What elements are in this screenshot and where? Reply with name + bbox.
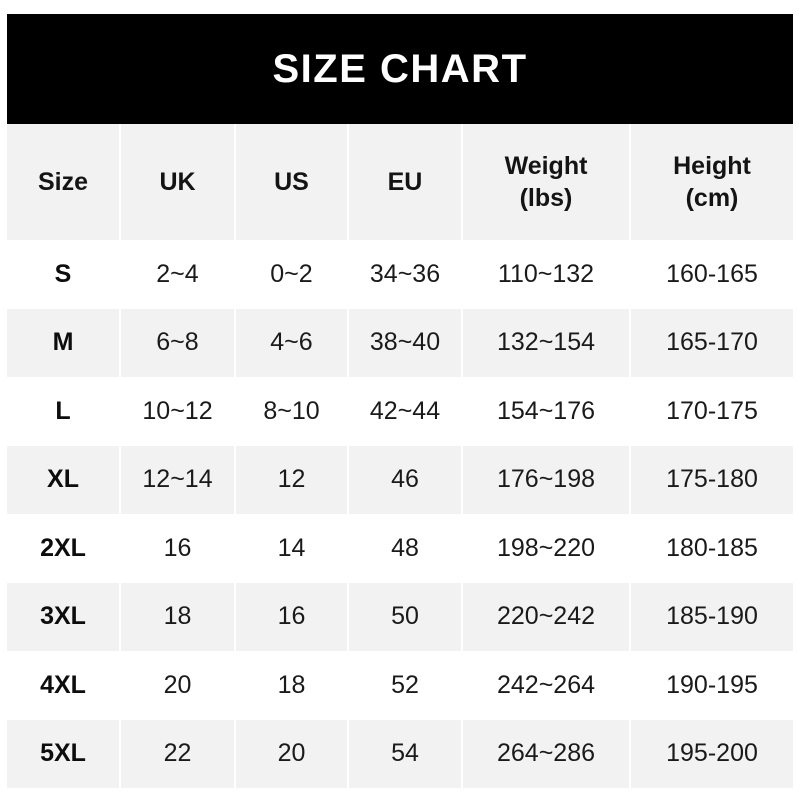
cell-size: L (7, 377, 121, 446)
cell-size: M (7, 308, 121, 377)
cell-height: 190-195 (666, 670, 758, 699)
header-row: Size UK US EU Weight (lbs) Height (cm) (7, 124, 793, 240)
cell-height: 185-190 (666, 602, 758, 631)
cell-weight: 242~264 (462, 651, 631, 720)
cell-weight: 220~242 (462, 582, 631, 651)
cell-eu: 52 (348, 651, 463, 720)
table-row: 2XL 16 14 48 198~220 180-185 (7, 514, 793, 583)
table-row: M 6~8 4~6 38~40 132~154 165-170 (7, 308, 793, 377)
cell-height: 160-165 (666, 259, 758, 288)
column-header-unit: (cm) (685, 184, 739, 212)
cell-uk: 6~8 (120, 308, 236, 377)
cell-eu: 38~40 (348, 308, 463, 377)
cell-height: 165-170 (666, 328, 758, 357)
cell-height: 180-185 (666, 533, 758, 562)
table-row: S 2~4 0~2 34~36 110~132 160-165 (7, 240, 793, 309)
cell-size: 3XL (7, 582, 121, 651)
cell-uk: 12~14 (120, 445, 236, 514)
cell-us: 12 (235, 445, 349, 514)
column-header-size: Size (7, 124, 121, 240)
cell-size: XL (7, 445, 121, 514)
cell-eu: 54 (348, 719, 463, 788)
cell-us: 8~10 (235, 377, 349, 446)
chart-banner: SIZE CHART (7, 14, 793, 124)
table-row: L 10~12 8~10 42~44 154~176 170-175 (7, 377, 793, 446)
column-header-label: Weight (504, 152, 588, 180)
cell-eu: 50 (348, 582, 463, 651)
cell-weight: 176~198 (462, 445, 631, 514)
table-row: 5XL 22 20 54 264~286 195-200 (7, 719, 793, 788)
cell-uk: 22 (120, 719, 236, 788)
cell-weight: 198~220 (462, 514, 631, 583)
cell-height: 195-200 (666, 739, 758, 768)
cell-size: S (7, 240, 121, 309)
cell-eu: 34~36 (348, 240, 463, 309)
cell-us: 20 (235, 719, 349, 788)
cell-size: 5XL (7, 719, 121, 788)
column-header-eu: EU (348, 124, 463, 240)
column-header-label: UK (159, 168, 196, 196)
column-header-label: US (274, 168, 309, 196)
cell-height: 170-175 (666, 396, 758, 425)
column-header-height: Height (cm) (630, 124, 793, 240)
cell-us: 4~6 (235, 308, 349, 377)
table-header: Size UK US EU Weight (lbs) Height (cm) (7, 124, 793, 240)
table-row: 3XL 18 16 50 220~242 185-190 (7, 582, 793, 651)
table-row: XL 12~14 12 46 176~198 175-180 (7, 445, 793, 514)
cell-height: 175-180 (666, 465, 758, 494)
chart-title: SIZE CHART (272, 47, 528, 91)
cell-us: 18 (235, 651, 349, 720)
size-chart-table: Size UK US EU Weight (lbs) Height (cm) S 2~4 0~2 3… (7, 124, 793, 788)
cell-weight: 154~176 (462, 377, 631, 446)
cell-size: 4XL (7, 651, 121, 720)
table-row: 4XL 20 18 52 242~264 190-195 (7, 651, 793, 720)
cell-uk: 2~4 (120, 240, 236, 309)
table-body: S 2~4 0~2 34~36 110~132 160-165 M 6~8 4~6 38~40 13… (7, 240, 793, 788)
cell-us: 16 (235, 582, 349, 651)
column-header-unit: (lbs) (519, 184, 573, 212)
column-header-uk: UK (120, 124, 236, 240)
cell-us: 14 (235, 514, 349, 583)
column-header-label: Size (37, 168, 89, 196)
column-header-label: EU (387, 168, 423, 196)
cell-eu: 46 (348, 445, 463, 514)
column-header-label: Height (673, 152, 751, 180)
column-header-us: US (235, 124, 349, 240)
cell-weight: 264~286 (462, 719, 631, 788)
cell-eu: 42~44 (348, 377, 463, 446)
cell-size: 2XL (7, 514, 121, 583)
cell-uk: 16 (120, 514, 236, 583)
cell-us: 0~2 (235, 240, 349, 309)
cell-uk: 18 (120, 582, 236, 651)
cell-uk: 10~12 (120, 377, 236, 446)
cell-weight: 110~132 (462, 240, 631, 309)
cell-uk: 20 (120, 651, 236, 720)
cell-eu: 48 (348, 514, 463, 583)
column-header-weight: Weight (lbs) (462, 124, 631, 240)
cell-weight: 132~154 (462, 308, 631, 377)
